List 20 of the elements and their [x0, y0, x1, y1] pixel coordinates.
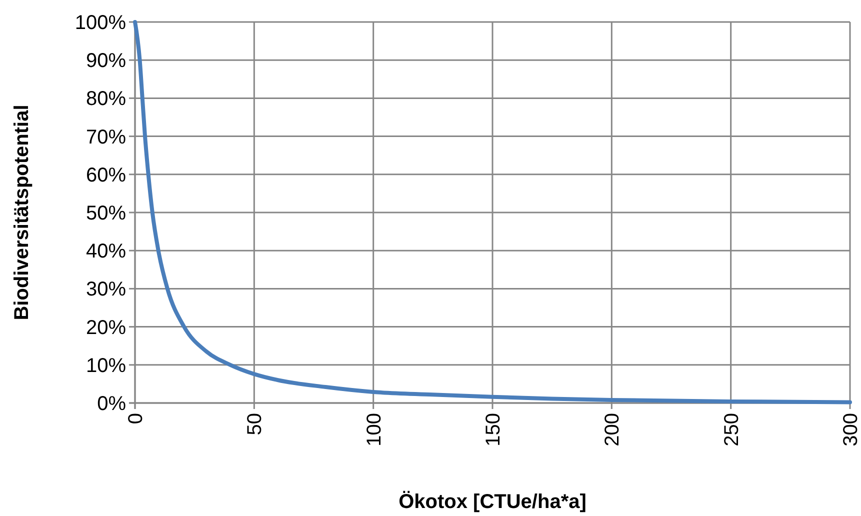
- x-tick-label: 200: [602, 413, 624, 446]
- y-tick-label: 0%: [97, 393, 126, 415]
- x-tick-label: 250: [720, 413, 743, 446]
- y-tick-label: 100%: [74, 12, 126, 34]
- y-axis-title: Biodiversitätspotential: [11, 104, 33, 320]
- y-tick-label: 60%: [86, 164, 126, 186]
- y-tick-label: 70%: [86, 126, 126, 148]
- y-tick-label: 20%: [86, 316, 126, 339]
- x-tick-label: 100: [363, 413, 386, 446]
- y-tick-label: 30%: [86, 278, 126, 301]
- y-tick-label: 90%: [86, 50, 126, 72]
- x-tick-label: 150: [482, 413, 504, 446]
- y-tick-label: 50%: [86, 202, 126, 224]
- y-tick-label: 10%: [86, 354, 126, 377]
- y-tick-label: 40%: [86, 240, 126, 263]
- x-axis-title: Ökotox [CTUe/ha*a]: [398, 490, 586, 513]
- x-tick-label: 50: [244, 413, 266, 436]
- x-tick-label: 0: [125, 413, 147, 424]
- x-tick-label: 300: [840, 413, 861, 446]
- y-tick-label: 80%: [86, 88, 126, 110]
